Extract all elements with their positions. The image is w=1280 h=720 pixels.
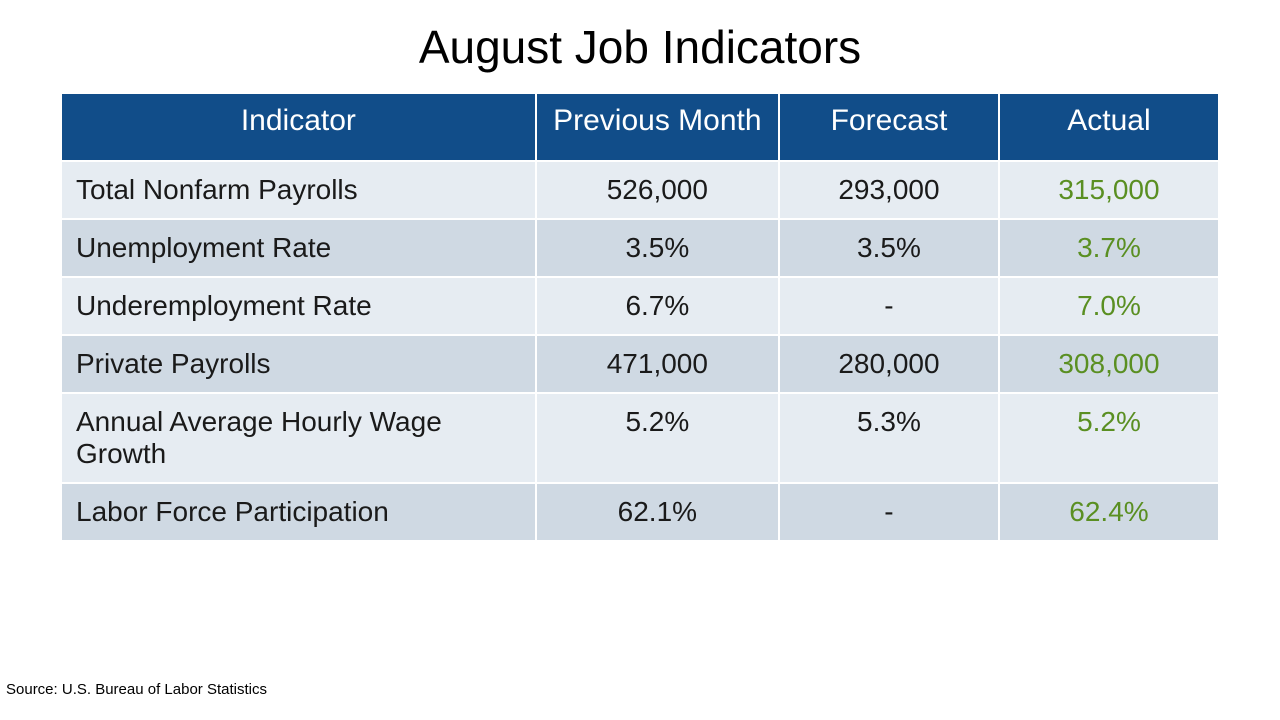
table-row: Annual Average Hourly Wage Growth 5.2% 5… [61, 393, 1219, 483]
cell-forecast: 280,000 [779, 335, 999, 393]
cell-previous: 526,000 [536, 161, 779, 219]
col-header-actual: Actual [999, 93, 1219, 161]
table-row: Underemployment Rate 6.7% - 7.0% [61, 277, 1219, 335]
cell-forecast: - [779, 277, 999, 335]
table-row: Labor Force Participation 62.1% - 62.4% [61, 483, 1219, 541]
page-title: August Job Indicators [60, 20, 1220, 74]
col-header-previous: Previous Month [536, 93, 779, 161]
cell-previous: 62.1% [536, 483, 779, 541]
col-header-indicator: Indicator [61, 93, 536, 161]
cell-indicator: Labor Force Participation [61, 483, 536, 541]
cell-forecast: 3.5% [779, 219, 999, 277]
table-row: Unemployment Rate 3.5% 3.5% 3.7% [61, 219, 1219, 277]
page: August Job Indicators Indicator Previous… [0, 0, 1280, 720]
cell-indicator: Underemployment Rate [61, 277, 536, 335]
cell-previous: 5.2% [536, 393, 779, 483]
table-header-row: Indicator Previous Month Forecast Actual [61, 93, 1219, 161]
cell-indicator: Annual Average Hourly Wage Growth [61, 393, 536, 483]
cell-actual: 308,000 [999, 335, 1219, 393]
cell-actual: 5.2% [999, 393, 1219, 483]
cell-actual: 3.7% [999, 219, 1219, 277]
table-row: Total Nonfarm Payrolls 526,000 293,000 3… [61, 161, 1219, 219]
col-header-forecast: Forecast [779, 93, 999, 161]
cell-forecast: - [779, 483, 999, 541]
cell-forecast: 5.3% [779, 393, 999, 483]
cell-actual: 315,000 [999, 161, 1219, 219]
cell-indicator: Total Nonfarm Payrolls [61, 161, 536, 219]
source-attribution: Source: U.S. Bureau of Labor Statistics [6, 681, 267, 698]
cell-actual: 62.4% [999, 483, 1219, 541]
cell-indicator: Unemployment Rate [61, 219, 536, 277]
indicators-table: Indicator Previous Month Forecast Actual… [60, 92, 1220, 542]
cell-actual: 7.0% [999, 277, 1219, 335]
cell-previous: 471,000 [536, 335, 779, 393]
cell-previous: 3.5% [536, 219, 779, 277]
cell-previous: 6.7% [536, 277, 779, 335]
cell-forecast: 293,000 [779, 161, 999, 219]
table-row: Private Payrolls 471,000 280,000 308,000 [61, 335, 1219, 393]
cell-indicator: Private Payrolls [61, 335, 536, 393]
